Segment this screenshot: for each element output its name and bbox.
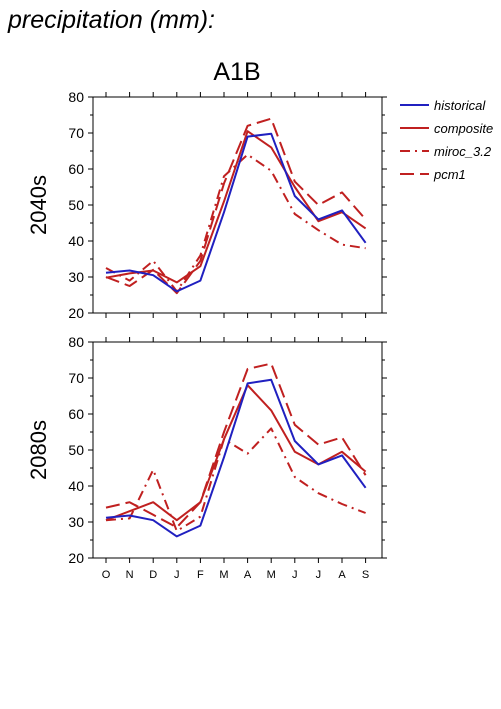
y-tick-label: 40 bbox=[68, 478, 84, 494]
x-tick-label: J bbox=[292, 569, 298, 581]
chart-title: A1B bbox=[213, 58, 260, 86]
panel-ylabel: 2040s bbox=[26, 175, 51, 235]
y-tick-label: 50 bbox=[68, 442, 84, 458]
y-tick-label: 80 bbox=[68, 334, 84, 350]
legend-label-composite: composite bbox=[434, 121, 493, 136]
x-tick-label: S bbox=[362, 569, 369, 581]
x-tick-label: J bbox=[174, 569, 180, 581]
panel-2040s: 20 30 40 50 60 70 80 2040s bbox=[26, 89, 387, 321]
series-line-miroc_3.2 bbox=[105, 153, 366, 293]
series-line-composite bbox=[105, 130, 367, 284]
x-tick-label: O bbox=[102, 569, 111, 581]
plot-frame bbox=[92, 341, 383, 559]
panel-ylabel: 2080s bbox=[26, 420, 51, 480]
series-line-miroc_3.2 bbox=[105, 427, 366, 532]
legend-label-miroc_3.2: miroc_3.2 bbox=[434, 144, 492, 159]
y-tick-label: 70 bbox=[68, 125, 84, 141]
y-tick-label: 50 bbox=[68, 197, 84, 213]
series-line-historical bbox=[105, 132, 367, 293]
x-tick-label: A bbox=[338, 569, 346, 581]
y-tick-label: 40 bbox=[68, 233, 84, 249]
legend: historical composite miroc_3.2 pcm1 bbox=[400, 98, 493, 182]
y-tick-label: 20 bbox=[68, 305, 84, 321]
x-tick-label: N bbox=[126, 569, 134, 581]
series-line-historical bbox=[105, 378, 367, 538]
y-tick-label: 60 bbox=[68, 161, 84, 177]
legend-label-historical: historical bbox=[434, 98, 486, 113]
panel-2080s: 20 30 40 50 60 70 80 O N D J F M A M J J A S 2080s bbox=[26, 334, 387, 581]
x-tick-label: F bbox=[197, 569, 204, 581]
x-tick-label: D bbox=[149, 569, 157, 581]
x-tick-label: J bbox=[316, 569, 322, 581]
y-tick-label: 80 bbox=[68, 89, 84, 105]
y-tick-label: 60 bbox=[68, 406, 84, 422]
series-line-pcm1 bbox=[105, 117, 367, 295]
series-line-pcm1 bbox=[105, 362, 367, 529]
y-tick-label: 70 bbox=[68, 370, 84, 386]
series-line-composite bbox=[105, 384, 367, 522]
legend-label-pcm1: pcm1 bbox=[433, 167, 466, 182]
y-tick-label: 20 bbox=[68, 550, 84, 566]
page-title: precipitation (mm): bbox=[7, 6, 215, 34]
x-tick-label: A bbox=[244, 569, 252, 581]
y-tick-label: 30 bbox=[68, 514, 84, 530]
x-tick-label: M bbox=[219, 569, 228, 581]
chart-panels: 20 30 40 50 60 70 80 2040s 20 30 40 50 60 70 80 O N D J F M A… bbox=[26, 89, 387, 581]
y-tick-label: 30 bbox=[68, 269, 84, 285]
x-tick-label: M bbox=[267, 569, 276, 581]
